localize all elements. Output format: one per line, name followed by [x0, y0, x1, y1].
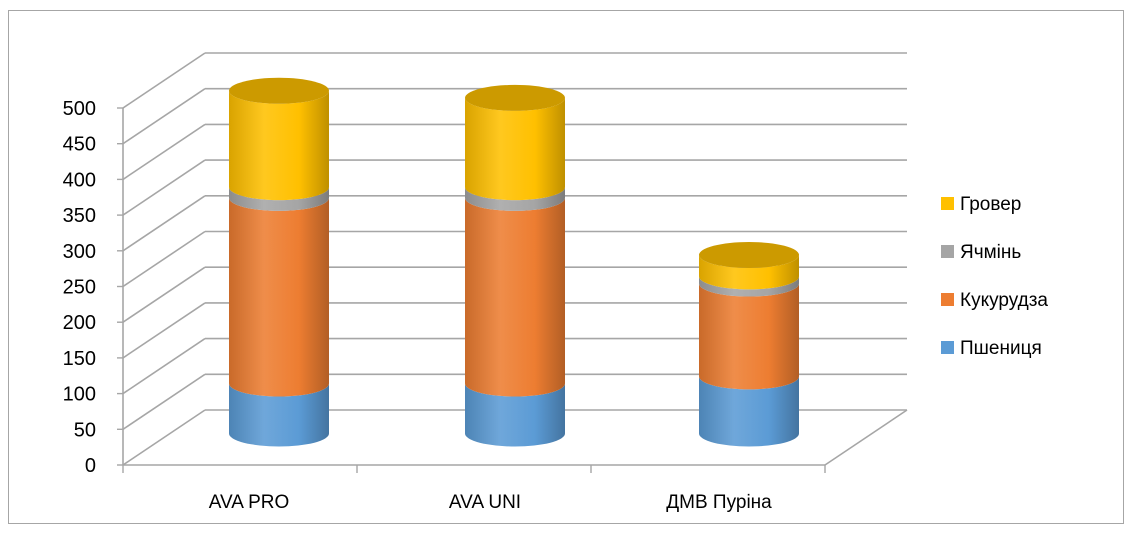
bar-segment-Гровер — [465, 97, 565, 201]
x-category-label: AVA PRO — [209, 492, 290, 513]
bar-group-2 — [699, 242, 799, 447]
gridline-side — [122, 88, 206, 145]
legend-label: Ячмінь — [960, 242, 1021, 263]
gridline-side — [122, 302, 206, 359]
bars — [229, 77, 799, 447]
bar-segment-Гровер — [699, 255, 799, 290]
y-tick-label: 100 — [63, 384, 96, 406]
gridline-side — [122, 409, 206, 466]
gridline-side — [122, 266, 206, 323]
legend-item: Гровер — [941, 194, 1021, 215]
legend-swatch — [941, 341, 954, 354]
y-tick-label: 250 — [63, 277, 96, 299]
bar-group-1 — [465, 84, 565, 447]
gridline-side — [122, 52, 206, 109]
legend-label: Кукурудза — [960, 290, 1048, 311]
y-tick-label: 350 — [63, 205, 96, 227]
legend-item: Ячмінь — [941, 242, 1021, 263]
legend-swatch — [941, 245, 954, 258]
bar-segment-Пшениця — [465, 383, 565, 447]
y-tick-label: 150 — [63, 348, 96, 370]
legend: Гровер Ячмінь Кукурудза Пшениця — [941, 194, 1048, 359]
y-tick-label: 450 — [63, 134, 96, 156]
gridline-side — [122, 123, 206, 181]
bar-segment-Пшениця — [699, 376, 799, 447]
legend-item: Кукурудза — [941, 290, 1048, 311]
bar-segment-Пшениця — [229, 383, 329, 447]
x-category-label: ДМВ Пуріна — [666, 492, 772, 513]
bar-segment-Гровер — [229, 90, 329, 201]
y-tick-label: 300 — [63, 241, 96, 263]
legend-label: Гровер — [960, 194, 1021, 215]
gridline-side — [122, 159, 206, 216]
bar-segment-Ячмінь — [465, 187, 565, 211]
legend-item: Пшениця — [941, 338, 1042, 359]
x-category-label: AVA UNI — [449, 492, 521, 513]
bar-segment-Кукурудза — [229, 197, 329, 397]
gridline-side — [122, 373, 206, 430]
bar-segment-Ячмінь — [229, 187, 329, 211]
bar-top-cap — [465, 84, 565, 111]
legend-label: Пшениця — [960, 338, 1042, 359]
y-tick-label: 0 — [85, 455, 96, 477]
floor-right-edge — [824, 409, 908, 466]
bar-top-cap — [229, 77, 329, 104]
legend-swatch — [941, 197, 954, 210]
axes — [117, 107, 908, 473]
gridline-side — [122, 337, 206, 395]
y-tick-label: 50 — [74, 419, 96, 441]
gridline-side — [122, 195, 206, 252]
y-tick-label: 200 — [63, 312, 96, 334]
gridline-side — [122, 230, 206, 288]
bar-segment-Кукурудза — [699, 283, 799, 390]
y-axis-tick-labels: 0 50 100 150 200 250 300 350 400 450 500 — [63, 98, 96, 477]
y-tick-label: 400 — [63, 169, 96, 191]
legend-swatch — [941, 293, 954, 306]
bar-group-0 — [229, 77, 329, 447]
bar-top-cap — [699, 242, 799, 268]
x-axis-category-labels: AVA PRO AVA UNI ДМВ Пуріна — [209, 492, 772, 513]
bar-segment-Ячмінь — [699, 276, 799, 297]
bar-segment-Кукурудза — [465, 197, 565, 397]
y-tick-label: 500 — [63, 98, 96, 120]
